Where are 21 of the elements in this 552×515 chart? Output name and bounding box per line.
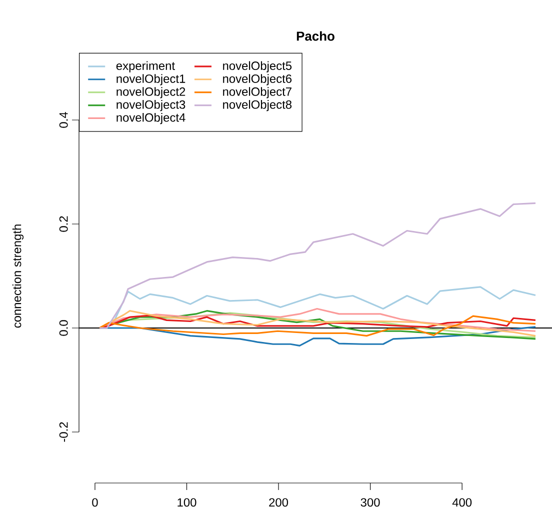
x-tick-label: 0 xyxy=(92,498,98,507)
x-tick-label: 300 xyxy=(360,498,380,507)
legend-label: novelObject5 xyxy=(223,61,292,72)
legend-label: novelObject4 xyxy=(116,112,186,124)
x-tick-label: 100 xyxy=(178,498,196,507)
y-tick-label: 0.2 xyxy=(59,216,68,232)
legend-label: experiment xyxy=(116,61,175,72)
legend-label: novelObject3 xyxy=(116,100,186,112)
y-tick-label: -0.2 xyxy=(59,422,68,442)
x-tick-label: 400 xyxy=(452,498,472,507)
line-series xyxy=(98,202,536,329)
chart-title: Pacho xyxy=(296,31,334,41)
legend-label: novelObject6 xyxy=(223,74,292,86)
y-tick-label: 0.4 xyxy=(59,112,68,128)
legend-label: novelObject1 xyxy=(116,74,186,86)
legend-label: novelObject7 xyxy=(223,87,292,98)
legend-label: novelObject2 xyxy=(116,87,186,98)
x-tick-label: 200 xyxy=(269,498,288,507)
legend-label: novelObject8 xyxy=(223,100,292,112)
y-axis-title: connection strength xyxy=(12,224,24,328)
y-tick-label: 0.0 xyxy=(59,320,68,336)
